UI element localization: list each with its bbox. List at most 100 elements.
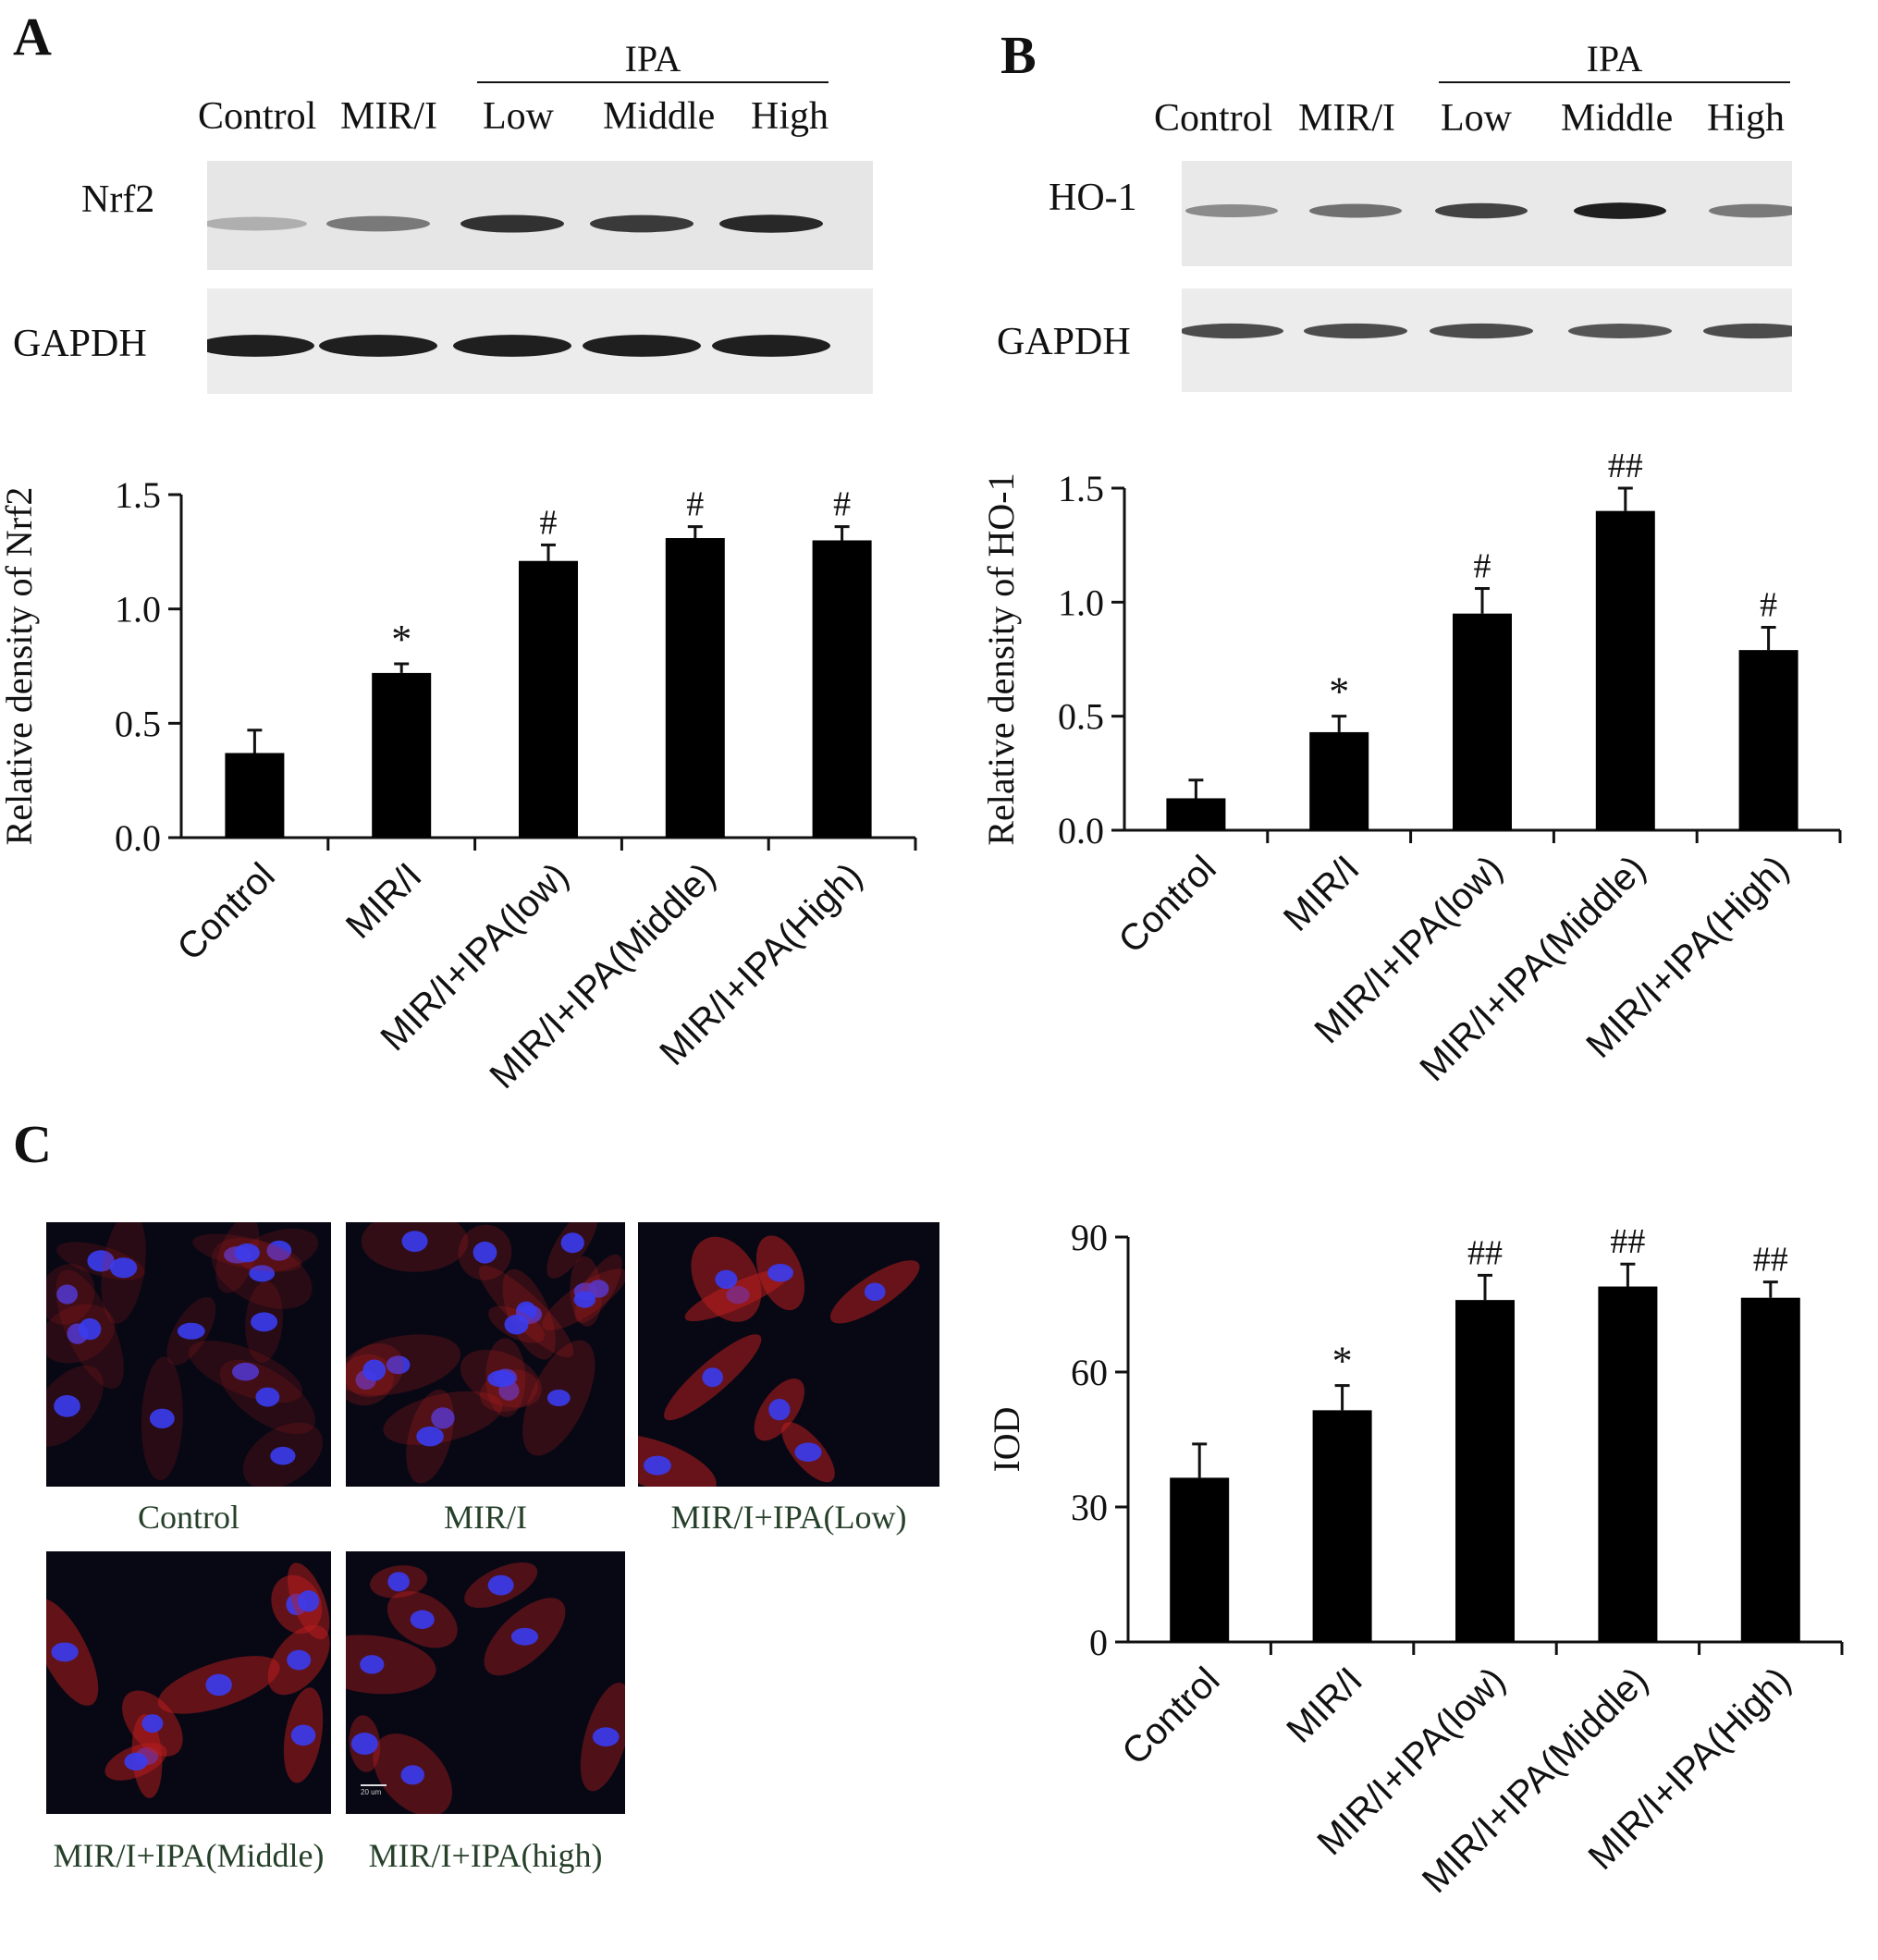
- scale-bar: [361, 1784, 387, 1786]
- micrograph-caption-control: Control: [137, 1499, 239, 1536]
- blot-a-lane-control: Control: [198, 95, 317, 138]
- blot-b-group-label: IPA: [1586, 38, 1643, 80]
- blot-a-lane-high: High: [751, 95, 829, 138]
- chart-a: 0.0 0.5 1.0 1.5 Relative density of Nrf2 Cont…: [0, 474, 917, 1096]
- blot-a-gapdh-band-2: [453, 335, 571, 357]
- cell-nucleus: [431, 1407, 455, 1429]
- blot-b-lane-middle: Middle: [1561, 97, 1674, 140]
- y-tick-label: 0.0: [115, 817, 161, 859]
- y-tick-label: 1.5: [115, 474, 161, 516]
- blot-b-ho1-bands: [1185, 202, 1792, 219]
- blot-a-nrf2-band-0: [207, 216, 307, 231]
- blot-b-row-label-ho1: HO-1: [1049, 177, 1137, 219]
- cell-nucleus: [51, 1642, 79, 1662]
- blot-a-group-line: [477, 81, 829, 83]
- cell-nucleus: [266, 1240, 292, 1261]
- cell-nucleus: [644, 1455, 671, 1476]
- cell-nucleus: [124, 1752, 148, 1771]
- chart-b: 0.0 0.5 1.0 1.5 Relative density of HO-1 Cont…: [980, 447, 1842, 1089]
- micrograph-caption-ipa-middle: MIR/I+IPA(Middle): [53, 1837, 325, 1874]
- cell-nucleus: [255, 1387, 280, 1407]
- y-tick-label: 1.0: [115, 589, 161, 631]
- bar-3: [1595, 510, 1655, 830]
- significance-label-2: ##: [1467, 1233, 1503, 1272]
- blot-b-gapdh-band-1: [1304, 323, 1407, 339]
- blot-a-lane-mir: MIR/I: [340, 95, 437, 138]
- panel-a-letter: A: [13, 6, 52, 67]
- panel-b-letter: B: [1000, 25, 1037, 85]
- cell-nucleus: [768, 1399, 791, 1421]
- blot-b-lane-control: Control: [1154, 97, 1273, 140]
- bar-1: [1309, 731, 1369, 830]
- cell-nucleus: [141, 1714, 164, 1733]
- bar-4: [1740, 1297, 1800, 1642]
- cell-nucleus: [487, 1370, 515, 1388]
- blot-b-membrane-ho1: [1182, 161, 1792, 266]
- micrograph-ipa-low: [638, 1222, 939, 1487]
- blot-a-row-label-nrf2: Nrf2: [81, 178, 155, 221]
- blot-b-membrane-gapdh: [1182, 288, 1792, 392]
- cell-nucleus: [573, 1291, 596, 1308]
- blot-b-ho1-band-0: [1185, 203, 1278, 218]
- cell-nucleus: [416, 1426, 444, 1447]
- blot-b-ho1-band-4: [1709, 203, 1792, 218]
- blot-b-ho1-band-3: [1574, 202, 1666, 219]
- cell-nucleus: [298, 1590, 320, 1612]
- y-tick-label: 1.0: [1058, 582, 1104, 623]
- cell-cytoplasm: [638, 1434, 717, 1487]
- bar-4: [812, 540, 872, 838]
- cell-nucleus: [400, 1765, 424, 1785]
- blot-a-gapdh-bands: [207, 335, 830, 357]
- y-tick-label: 90: [1071, 1217, 1108, 1258]
- y-tick-label: 0: [1089, 1622, 1108, 1663]
- significance-label-1: *: [1329, 669, 1349, 715]
- bar-1: [1312, 1410, 1372, 1642]
- x-tick-label-0: Control: [1114, 1660, 1227, 1772]
- blot-b-ho1-band-2: [1435, 202, 1528, 219]
- blot-a-row-label-gapdh: GAPDH: [13, 323, 147, 365]
- significance-label-2: #: [1474, 547, 1491, 586]
- significance-label-3: ##: [1608, 447, 1643, 485]
- cell-nucleus: [270, 1446, 296, 1465]
- blot-a-membrane-nrf2: [207, 161, 873, 270]
- chart-c: 0306090IODControl*MIR/I##MIR/I+IPA(low)#…: [986, 1217, 1844, 1901]
- blot-a-nrf2-band-1: [326, 215, 430, 232]
- y-tick-label: 60: [1071, 1352, 1108, 1393]
- cell-nucleus: [387, 1572, 410, 1592]
- blot-a-nrf2-band-3: [590, 214, 694, 233]
- significance-label-3: #: [686, 485, 704, 524]
- blot-a-gapdh-band-0: [207, 335, 314, 357]
- micrograph-control: [46, 1222, 331, 1487]
- significance-label-4: #: [1760, 585, 1777, 624]
- cell-nucleus: [251, 1312, 278, 1332]
- cell-nucleus: [560, 1232, 584, 1254]
- cell-nucleus: [592, 1727, 620, 1747]
- bar-0: [1170, 1477, 1230, 1642]
- significance-label-1: *: [391, 617, 411, 662]
- x-tick-label-1: MIR/I: [338, 855, 430, 947]
- blot-b-group-line: [1439, 81, 1790, 83]
- cell-nucleus: [87, 1250, 115, 1272]
- y-tick-label: 1.5: [1058, 468, 1104, 509]
- blot-b-gapdh-band-0: [1182, 323, 1283, 339]
- cell-nucleus: [79, 1317, 102, 1341]
- cell-nucleus: [794, 1442, 822, 1463]
- significance-label-4: ##: [1753, 1241, 1788, 1280]
- blot-a-nrf2-bands: [207, 214, 823, 233]
- blot-a-group-label: IPA: [624, 38, 681, 80]
- x-tick-label-1: MIR/I: [1279, 1660, 1370, 1751]
- x-tick-label-0: Control: [1111, 848, 1223, 961]
- y-axis-label: Relative density of Nrf2: [0, 487, 40, 846]
- significance-label-1: *: [1332, 1339, 1353, 1384]
- bar-2: [519, 560, 578, 838]
- blot-a-lane-middle: Middle: [603, 95, 716, 138]
- blot-a-gapdh-band-1: [319, 335, 437, 357]
- cell-nucleus: [362, 1359, 387, 1381]
- bar-0: [1166, 798, 1226, 830]
- cell-nucleus: [386, 1355, 411, 1375]
- cell-nucleus: [249, 1265, 276, 1282]
- cell-nucleus: [715, 1269, 738, 1290]
- cell-nucleus: [487, 1574, 514, 1596]
- cell-nucleus: [177, 1322, 205, 1340]
- cell-nucleus: [350, 1733, 378, 1755]
